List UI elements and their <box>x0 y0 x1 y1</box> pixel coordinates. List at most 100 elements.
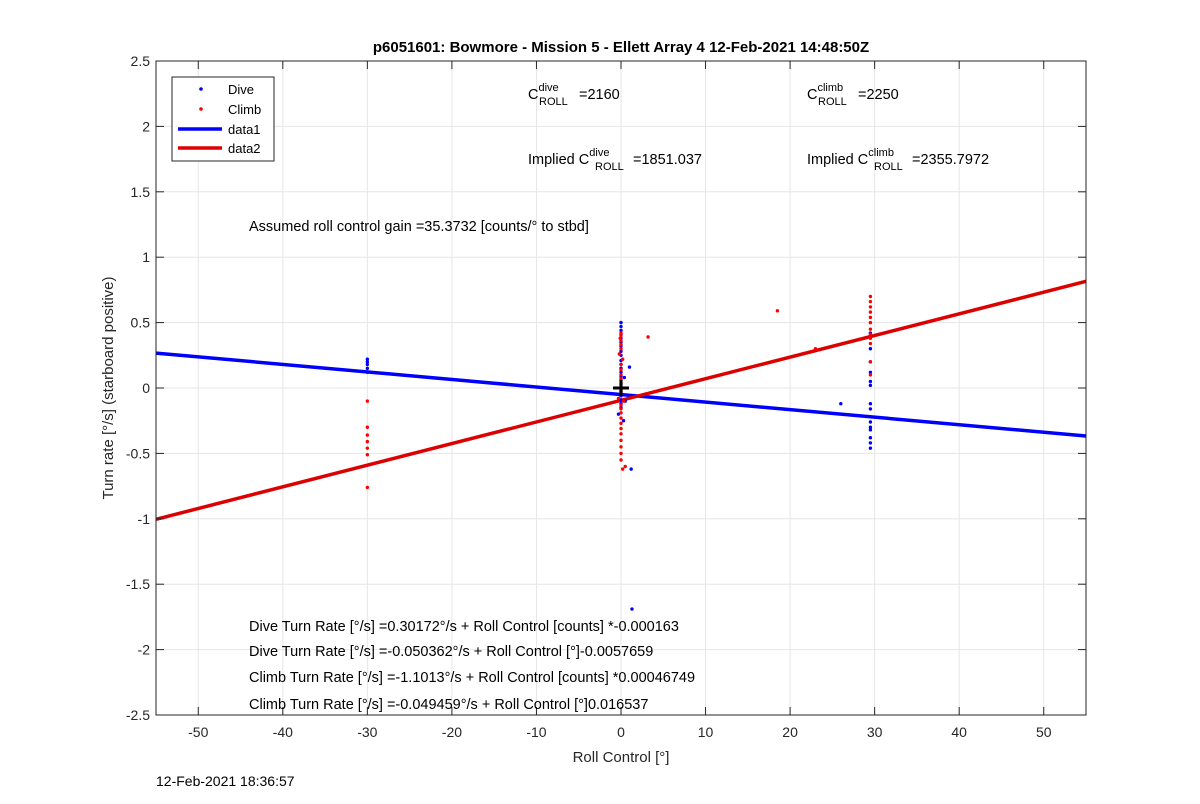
c-climb-sub: ROLL <box>818 96 847 108</box>
climb-point <box>619 445 623 449</box>
x-tick-label: -10 <box>526 724 546 740</box>
dive-point <box>619 349 623 354</box>
annotation-roll-gain: Assumed roll control gain =35.3732 [coun… <box>249 219 589 235</box>
climb-point <box>619 347 623 351</box>
climb-point <box>621 399 626 403</box>
legend-climb-marker <box>199 107 203 111</box>
climb-point <box>868 294 873 299</box>
legend-data1-label: data1 <box>228 122 261 137</box>
climb-point <box>619 438 623 443</box>
dive-point <box>868 446 873 450</box>
climb-point <box>619 458 623 462</box>
dive-point <box>627 365 632 369</box>
climb-point <box>623 464 627 469</box>
legend-dive-label: Dive <box>228 82 254 97</box>
climb-point <box>619 451 623 456</box>
climb-point <box>620 357 625 361</box>
implied-climb-base: C <box>858 152 868 168</box>
y-tick-label: 2 <box>142 118 150 134</box>
climb-point <box>619 432 623 436</box>
y-axis-label: Turn rate [°/s] (starboard positive) <box>100 276 117 499</box>
y-tick-label: -1 <box>138 511 151 527</box>
climb-point <box>619 377 623 381</box>
dive-point <box>868 401 873 406</box>
dive-point <box>619 398 623 402</box>
c-dive-value: =2160 <box>579 87 620 103</box>
y-tick-label: 0.5 <box>131 315 151 331</box>
implied-dive-sub: ROLL <box>595 161 624 173</box>
legend: Dive Climb data1 data2 <box>171 76 275 162</box>
climb-point <box>619 416 623 420</box>
implied-dive-value: =1851.037 <box>633 152 702 168</box>
annotation-implied-climb: Implied Cclimb ROLL =2355.7972 <box>807 147 989 173</box>
climb-point <box>365 485 370 490</box>
c-climb-sup: climb <box>817 82 843 94</box>
y-tick-label: 0 <box>142 380 150 396</box>
implied-climb-sub: ROLL <box>874 161 903 173</box>
climb-point <box>868 336 873 340</box>
climb-point <box>619 411 623 415</box>
origin-marker <box>613 380 629 396</box>
dive-point <box>868 347 873 351</box>
dive-point <box>868 436 873 440</box>
climb-point <box>646 335 650 339</box>
x-tick-label: 0 <box>617 724 625 740</box>
y-tick-label: 1 <box>142 249 150 265</box>
x-tick-labels: -50 -40 -30 -20 -10 0 10 20 30 40 50 <box>188 724 1052 740</box>
climb-point <box>868 310 873 314</box>
climb-point <box>619 339 623 343</box>
climb-point <box>868 299 873 304</box>
fit-equation-dive-counts: Dive Turn Rate [°/s] =0.30172°/s + Roll … <box>249 619 679 635</box>
climb-point <box>619 362 623 367</box>
annotation-c-climb: Cclimb ROLL =2250 <box>807 82 899 108</box>
climb-point <box>868 373 873 377</box>
x-tick-label: 10 <box>698 724 714 740</box>
dive-point <box>365 360 370 364</box>
dive-point <box>365 357 370 361</box>
climb-point <box>365 453 370 457</box>
dive-point <box>619 328 623 333</box>
y-tick-label: -0.5 <box>126 445 150 461</box>
climb-point <box>619 367 623 372</box>
climb-point <box>365 425 370 429</box>
dive-point <box>621 419 626 423</box>
climb-point <box>619 403 623 407</box>
climb-point <box>616 396 621 401</box>
climb-point <box>868 315 873 320</box>
fit-equation-dive-degrees: Dive Turn Rate [°/s] =-0.050362°/s + Rol… <box>249 644 653 660</box>
climb-point <box>619 421 623 426</box>
dive-point <box>616 412 621 416</box>
y-tick-label: 1.5 <box>131 184 151 200</box>
x-tick-label: -30 <box>357 724 377 740</box>
dive-point <box>868 441 873 445</box>
implied-climb-prefix: Implied <box>807 152 858 168</box>
axis-ticks <box>156 60 1086 716</box>
dive-point <box>868 415 873 419</box>
climb-point <box>618 336 622 340</box>
dive-point <box>365 362 370 367</box>
x-tick-label: -20 <box>442 724 462 740</box>
implied-dive-base: C <box>579 152 589 168</box>
implied-climb-sup: climb <box>868 147 894 159</box>
y-tick-label: -2.5 <box>126 707 150 723</box>
dive-point <box>868 370 873 375</box>
dive-point <box>630 607 634 611</box>
climb-point <box>868 341 873 346</box>
c-climb-base: C <box>807 87 817 103</box>
dive-point <box>622 375 627 380</box>
dive-point <box>868 407 873 411</box>
chart-title: p6051601: Bowmore - Mission 5 - Ellett A… <box>373 39 869 56</box>
climb-point <box>868 332 873 337</box>
dive-point <box>868 428 873 432</box>
legend-dive-marker <box>199 87 203 91</box>
climb-point <box>619 331 623 335</box>
climb-point <box>619 333 623 338</box>
climb-point <box>617 352 622 356</box>
dive-point <box>619 324 623 329</box>
dive-point <box>868 425 873 429</box>
annotation-implied-dive: Implied Cdive ROLL =1851.037 <box>528 147 702 173</box>
y-tick-label: -2 <box>138 642 151 658</box>
annotation-c-dive: Cdive ROLL =2160 <box>528 82 620 108</box>
fit-equation-climb-degrees: Climb Turn Rate [°/s] =-0.049459°/s + Ro… <box>249 697 648 713</box>
climb-point <box>620 467 625 471</box>
